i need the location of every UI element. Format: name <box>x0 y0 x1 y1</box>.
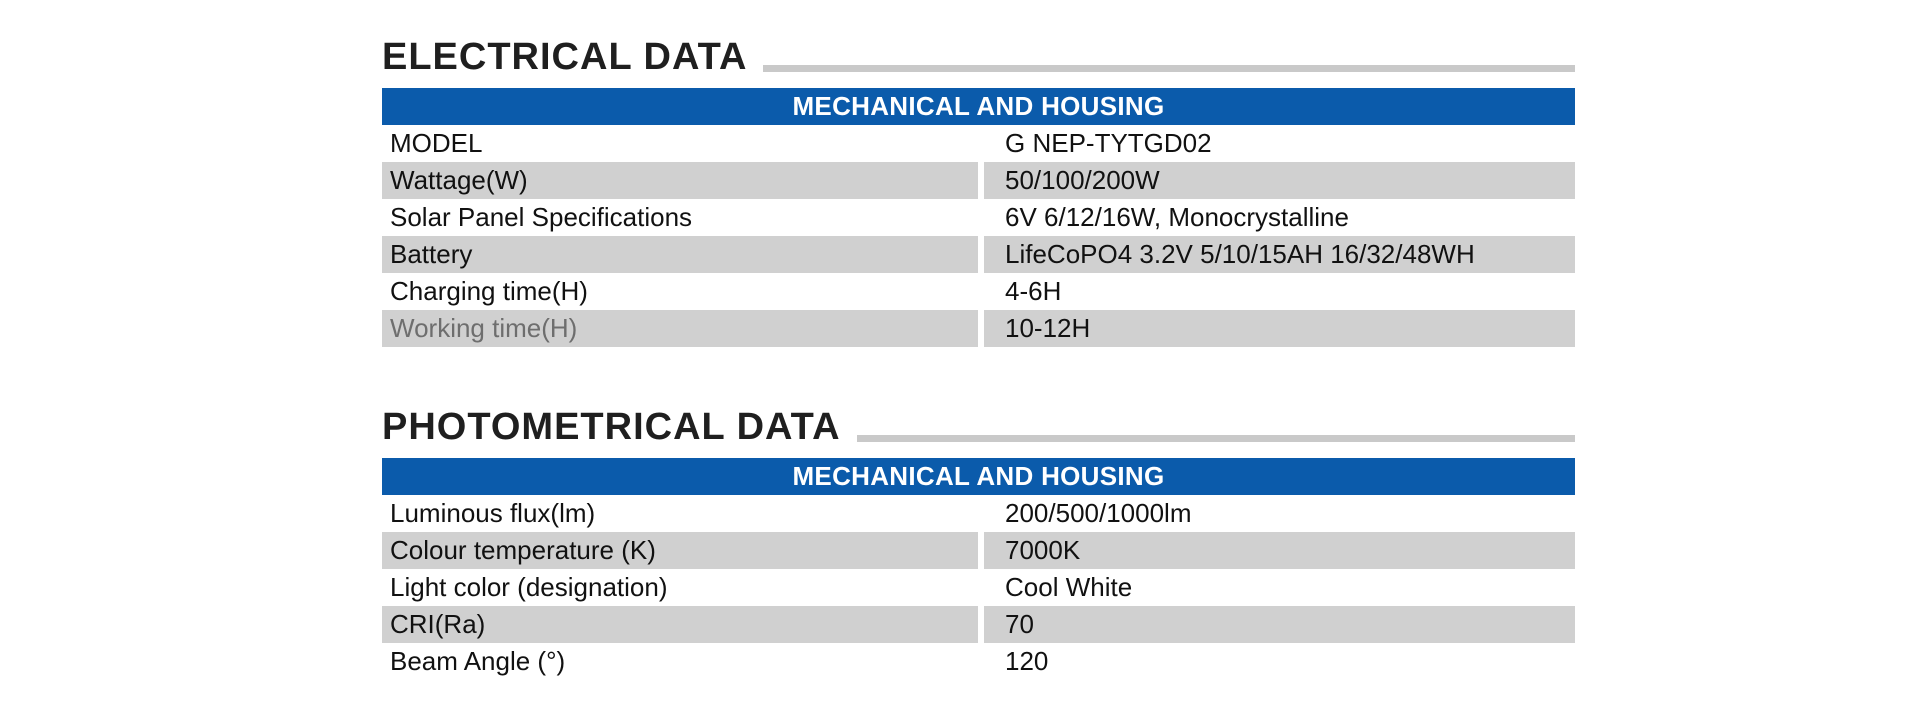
spec-label: Colour temperature (K) <box>382 532 978 569</box>
table-header-bar: MECHANICAL AND HOUSING <box>382 88 1575 125</box>
section-title-row: PHOTOMETRICAL DATA <box>382 408 1575 446</box>
spec-label: Charging time(H) <box>390 276 588 306</box>
spec-sheet-content: ELECTRICAL DATA MECHANICAL AND HOUSING M… <box>382 38 1575 680</box>
table-row: Wattage(W) 50/100/200W <box>382 162 1575 199</box>
table-row: CRI(Ra) 70 <box>382 606 1575 643</box>
section-title-row: ELECTRICAL DATA <box>382 38 1575 76</box>
table-row: MODEL G NEP-TYTGD02 <box>382 125 1575 162</box>
spec-label: MODEL <box>390 128 483 158</box>
spec-value: 70 <box>984 606 1575 643</box>
section-photometrical-data: PHOTOMETRICAL DATA MECHANICAL AND HOUSIN… <box>382 408 1575 680</box>
section-electrical-data: ELECTRICAL DATA MECHANICAL AND HOUSING M… <box>382 38 1575 347</box>
spec-label: Working time(H) <box>382 310 978 347</box>
spec-value: G NEP-TYTGD02 <box>1005 128 1212 158</box>
electrical-spec-table: MODEL G NEP-TYTGD02 Wattage(W) 50/100/20… <box>382 125 1575 347</box>
spec-label: Wattage(W) <box>382 162 978 199</box>
table-row: Charging time(H) 4-6H <box>382 273 1575 310</box>
table-header-bar: MECHANICAL AND HOUSING <box>382 458 1575 495</box>
table-row: Beam Angle (°) 120 <box>382 643 1575 680</box>
spec-value: 4-6H <box>1005 276 1062 306</box>
spec-label: Light color (designation) <box>390 572 668 602</box>
title-rule-line <box>763 65 1575 72</box>
spec-value: 10-12H <box>984 310 1575 347</box>
table-row: Light color (designation) Cool White <box>382 569 1575 606</box>
spec-value: 7000K <box>984 532 1575 569</box>
spec-value: 200/500/1000lm <box>1005 498 1192 528</box>
spec-label: Battery <box>382 236 978 273</box>
table-row: Luminous flux(lm) 200/500/1000lm <box>382 495 1575 532</box>
spec-label: Solar Panel Specifications <box>390 202 693 232</box>
spec-value: 6V 6/12/16W, Monocrystalline <box>1005 202 1349 232</box>
spec-value: LifeCoPO4 3.2V 5/10/15AH 16/32/48WH <box>984 236 1575 273</box>
spec-label: Luminous flux(lm) <box>390 498 596 528</box>
table-row: Battery LifeCoPO4 3.2V 5/10/15AH 16/32/4… <box>382 236 1575 273</box>
spec-value: Cool White <box>1005 572 1133 602</box>
spec-value: 120 <box>1005 646 1049 676</box>
title-rule-line <box>856 435 1575 442</box>
table-row: Solar Panel Specifications 6V 6/12/16W, … <box>382 199 1575 236</box>
spec-label: CRI(Ra) <box>382 606 978 643</box>
section-title: PHOTOMETRICAL DATA <box>382 406 841 448</box>
section-title: ELECTRICAL DATA <box>382 36 748 78</box>
spec-value: 50/100/200W <box>984 162 1575 199</box>
table-row: Working time(H) 10-12H <box>382 310 1575 347</box>
table-row: Colour temperature (K) 7000K <box>382 532 1575 569</box>
photometrical-spec-table: Luminous flux(lm) 200/500/1000lm Colour … <box>382 495 1575 680</box>
spec-label: Beam Angle (°) <box>390 646 566 676</box>
